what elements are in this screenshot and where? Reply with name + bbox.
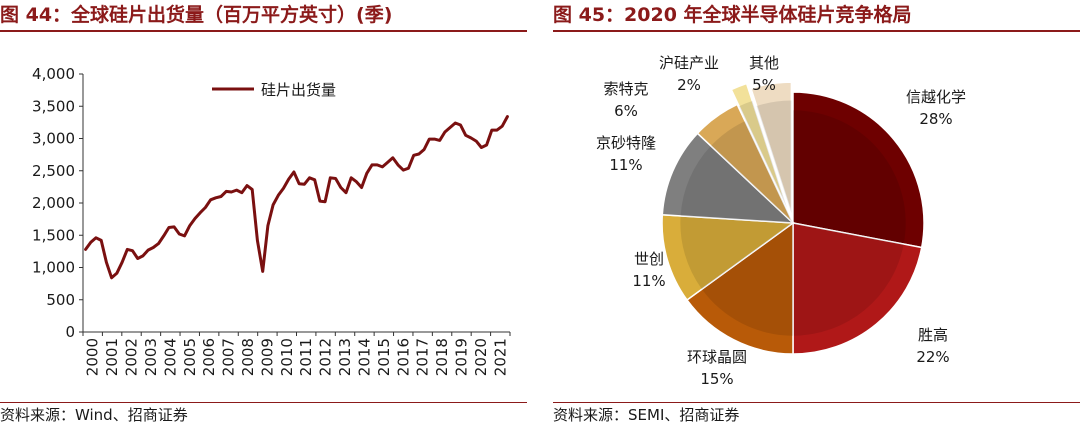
pie-label-name: 信越化学 — [906, 88, 966, 106]
pie-label-name: 索特克 — [603, 80, 648, 98]
x-tick-label: 2004 — [161, 338, 179, 376]
x-tick-label: 2006 — [200, 338, 218, 376]
pie-label-pct: 11% — [609, 156, 642, 174]
x-tick-label: 2011 — [297, 338, 315, 376]
pie-slice-shade-世创 — [680, 215, 793, 290]
x-tick-label: 2003 — [142, 338, 160, 376]
legend-label: 硅片出货量 — [261, 81, 336, 99]
pie-label-name: 胜高 — [918, 326, 948, 344]
pie-label-name: 京砂特隆 — [596, 134, 656, 152]
pie-label-name: 沪硅产业 — [659, 54, 719, 72]
x-tick-label: 2015 — [375, 338, 393, 376]
y-tick-label: 1,500 — [32, 226, 75, 244]
pie-slice-shade-其他 — [756, 100, 792, 214]
x-tick-label: 2001 — [103, 338, 121, 376]
pie-slice-其他 — [750, 81, 793, 214]
x-tick-label: 2020 — [472, 338, 490, 376]
pie-slice-世创 — [661, 214, 796, 302]
pie-slice-shade-索特克 — [710, 121, 793, 223]
line-chart-title: 图 44：全球硅片出货量（百万平方英寸）(季) — [0, 4, 393, 26]
title-rule — [553, 30, 1080, 32]
pie-label-pct: 6% — [614, 102, 638, 120]
x-tick-label: 2017 — [414, 338, 432, 376]
pie-slice-胜高 — [792, 222, 923, 355]
x-tick-label: 2018 — [433, 338, 451, 376]
pie-label-pct: 28% — [919, 110, 952, 128]
pie-label-pct: 2% — [677, 76, 701, 94]
x-tick-label: 2010 — [278, 338, 296, 376]
pie-slice-京砂特隆 — [661, 132, 796, 224]
pie-chart: 信越化学 28% 胜高 22% 环球晶圆 15% 世创 11% 京砂特隆 11% 索特克 6% 沪硅产业… — [596, 54, 966, 388]
y-tick-label: 2,500 — [32, 162, 75, 180]
x-tick-label: 2014 — [355, 338, 373, 376]
pie-label-pct: 15% — [700, 370, 733, 388]
x-tick-label: 2000 — [84, 338, 102, 376]
y-tick-label: 1,000 — [32, 259, 75, 277]
pie-slice-shade-信越化学 — [793, 110, 906, 245]
pie-chart-panel: 图 45：2020 年全球半导体硅片竞争格局 信越化学 28% 胜高 22% 环球晶圆 1… — [553, 0, 1080, 429]
x-tick-label: 2009 — [258, 338, 276, 376]
source-rule — [0, 402, 527, 403]
pie-slice-信越化学 — [792, 91, 925, 249]
y-tick-label: 3,000 — [32, 130, 75, 148]
pie-label-name: 其他 — [749, 54, 779, 72]
line-chart: 0 500 1,000 1,500 2,000 2,500 3,000 3,500 4,000 2… — [32, 65, 511, 376]
pie-slice-shade-京砂特隆 — [680, 145, 793, 223]
pie-label-name: 环球晶圆 — [687, 348, 747, 366]
title-rule — [0, 30, 527, 32]
y-tick-label: 2,000 — [32, 194, 75, 212]
x-tick-label: 2016 — [394, 338, 412, 376]
x-tick-label: 2012 — [317, 338, 335, 376]
y-tick-label: 4,000 — [32, 65, 75, 83]
x-tick-label: 2002 — [123, 338, 141, 376]
pie-slice-shade-环球晶圆 — [701, 223, 793, 336]
pie-label-name: 世创 — [634, 250, 664, 268]
pie-slice-索特克 — [696, 103, 794, 224]
pie-chart-source: 资料来源：SEMI、招商证券 — [553, 406, 740, 424]
x-tick-label: 2019 — [452, 338, 470, 376]
pie-slice-shade-胜高 — [793, 223, 904, 336]
pie-label-pct: 5% — [752, 76, 776, 94]
pie-slice-沪硅产业 — [730, 82, 788, 209]
line-chart-source: 资料来源：Wind、招商证券 — [0, 406, 188, 424]
x-tick-label: 2021 — [491, 338, 509, 376]
x-tick-label: 2008 — [239, 338, 257, 376]
pie-chart-title: 图 45：2020 年全球半导体硅片竞争格局 — [553, 4, 912, 26]
source-rule — [553, 402, 1080, 403]
x-tick-label: 2007 — [220, 338, 238, 376]
series-line-硅片出货量 — [84, 115, 509, 280]
y-tick-label: 500 — [46, 291, 75, 309]
pie-label-pct: 22% — [916, 348, 949, 366]
y-tick-label: 0 — [65, 323, 75, 341]
x-tick-label: 2005 — [181, 338, 199, 376]
line-chart-panel: 图 44：全球硅片出货量（百万平方英寸）(季) 0 500 1,000 1,500 2,… — [0, 0, 527, 429]
pie-label-pct: 11% — [632, 272, 665, 290]
y-tick-label: 3,500 — [32, 97, 75, 115]
pie-slice-shade-沪硅产业 — [739, 101, 788, 209]
pie-slice-环球晶圆 — [685, 221, 794, 355]
x-tick-label: 2013 — [336, 338, 354, 376]
